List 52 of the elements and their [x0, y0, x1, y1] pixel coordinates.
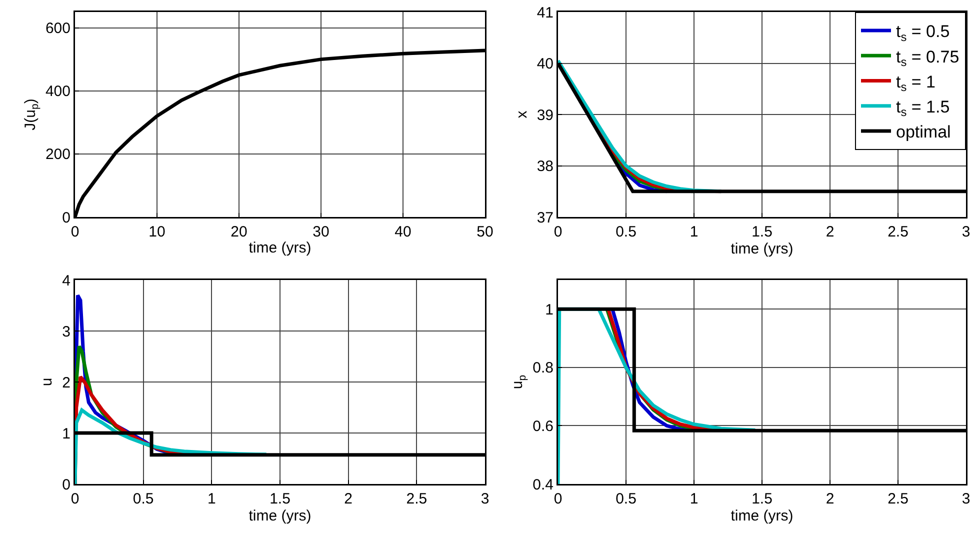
y-tick-label: 39 [536, 106, 554, 124]
y-tick-label: 0.8 [532, 360, 554, 377]
legend-label: t$_{s}$ = 0.5 [896, 22, 950, 44]
x-axis-title: time (yrs) [730, 240, 794, 258]
y-tick-label: 3 [62, 323, 70, 340]
y-axis-title: u [38, 378, 56, 386]
x-tick-label: 10 [148, 224, 166, 240]
legend-label: t$_{s}$ = 0.75 [896, 47, 960, 69]
x-tick-label: 0.5 [132, 490, 154, 508]
x-tick-label: 3 [962, 224, 970, 240]
x-tick-label: 2 [826, 490, 834, 508]
x-tick-label: 1 [690, 224, 698, 240]
x-tick-label: 20 [230, 224, 248, 240]
y-tick-label: 2 [62, 374, 70, 392]
y-tick-label: 0 [62, 209, 70, 226]
legend-label: t$_{s}$ = 1 [896, 72, 936, 94]
x-tick-label: 3 [962, 490, 970, 508]
x-tick-label: 3 [480, 490, 490, 508]
x-tick-label: 40 [394, 224, 412, 240]
y-tick-label: 0.6 [532, 418, 554, 435]
y-tick-label: 200 [45, 146, 70, 164]
y-tick-label: 0.4 [532, 476, 554, 494]
y-tick-label: 4 [62, 272, 70, 290]
y-tick-label: 1 [545, 301, 554, 318]
y-tick-label: 41 [536, 4, 554, 22]
x-tick-label: 2 [344, 490, 352, 508]
x-tick-label: 1 [208, 490, 216, 508]
x-tick-label: 30 [312, 224, 330, 240]
legend-label: optimal [896, 122, 951, 142]
x-tick-label: 50 [476, 224, 494, 240]
x-tick-label: 0.5 [616, 490, 636, 508]
y-tick-label: 37 [536, 209, 554, 226]
y-tick-label: 38 [536, 158, 554, 175]
legend-label: t$_{s}$ = 1.5 [896, 97, 950, 120]
x-tick-label: 2.5 [888, 490, 908, 508]
x-tick-label: 2.5 [406, 490, 428, 508]
y-tick-label: 40 [536, 56, 554, 72]
x-tick-label: 1.5 [270, 490, 290, 508]
x-tick-label: 0.5 [616, 224, 636, 240]
y-axis-title: x [513, 110, 530, 118]
x-axis-title: time (yrs) [248, 239, 312, 256]
x-tick-label: 2.5 [888, 224, 908, 240]
x-axis-title: time (yrs) [248, 508, 312, 524]
x-tick-label: 1.5 [752, 490, 772, 508]
y-tick-label: 0 [62, 476, 70, 494]
x-tick-label: 1.5 [752, 224, 772, 240]
x-axis-title: time (yrs) [730, 508, 794, 524]
y-tick-label: 1 [62, 425, 70, 442]
x-tick-label: 1 [690, 490, 698, 508]
x-tick-label: 2 [826, 224, 834, 240]
y-tick-label: 400 [45, 83, 70, 100]
y-tick-label: 600 [45, 20, 70, 38]
